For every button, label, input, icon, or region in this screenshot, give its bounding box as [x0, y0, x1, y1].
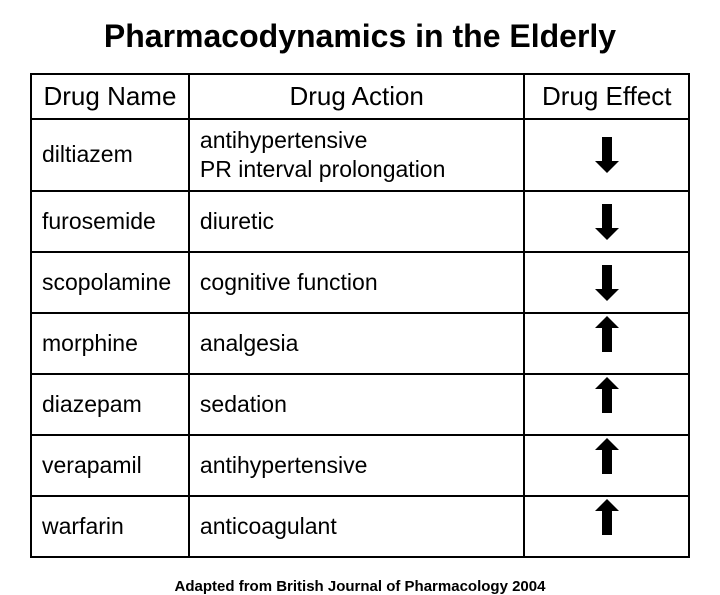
arrow-up-icon — [602, 387, 612, 413]
drug-action-cell: analgesia — [189, 313, 525, 374]
arrow-down-icon — [602, 265, 612, 291]
arrow-up-icon — [602, 326, 612, 352]
drug-action-cell: diuretic — [189, 191, 525, 252]
drug-effect-cell — [524, 119, 689, 191]
slide: Pharmacodynamics in the Elderly Drug Nam… — [0, 0, 720, 540]
drug-name-cell: verapamil — [31, 435, 189, 496]
table-row: verapamilantihypertensive — [31, 435, 689, 496]
drug-name-cell: furosemide — [31, 191, 189, 252]
drug-name-cell: diazepam — [31, 374, 189, 435]
drug-name-cell: warfarin — [31, 496, 189, 557]
table-body: diltiazemantihypertensivePR interval pro… — [31, 119, 689, 557]
citation: Adapted from British Journal of Pharmaco… — [30, 578, 690, 595]
page-title: Pharmacodynamics in the Elderly — [30, 18, 690, 55]
drug-action-cell: anticoagulant — [189, 496, 525, 557]
arrow-down-icon — [602, 204, 612, 230]
drug-effect-cell — [524, 252, 689, 313]
table-row: morphineanalgesia — [31, 313, 689, 374]
drug-name-cell: scopolamine — [31, 252, 189, 313]
arrow-down-icon — [602, 137, 612, 163]
drug-effect-cell — [524, 496, 689, 557]
drug-effect-cell — [524, 435, 689, 496]
drug-effect-cell — [524, 374, 689, 435]
table-row: diazepamsedation — [31, 374, 689, 435]
drug-action-cell: cognitive function — [189, 252, 525, 313]
col-header-name: Drug Name — [31, 74, 189, 119]
arrow-up-icon — [602, 448, 612, 474]
drug-name-cell: morphine — [31, 313, 189, 374]
arrow-up-icon — [602, 509, 612, 535]
col-header-action: Drug Action — [189, 74, 525, 119]
drug-effect-cell — [524, 313, 689, 374]
table-row: scopolaminecognitive function — [31, 252, 689, 313]
drug-name-cell: diltiazem — [31, 119, 189, 191]
drug-table: Drug Name Drug Action Drug Effect diltia… — [30, 73, 690, 558]
drug-action-cell: antihypertensive — [189, 435, 525, 496]
col-header-effect: Drug Effect — [524, 74, 689, 119]
table-header-row: Drug Name Drug Action Drug Effect — [31, 74, 689, 119]
table-row: warfarinanticoagulant — [31, 496, 689, 557]
table-row: diltiazemantihypertensivePR interval pro… — [31, 119, 689, 191]
table-row: furosemidediuretic — [31, 191, 689, 252]
drug-effect-cell — [524, 191, 689, 252]
drug-action-cell: antihypertensivePR interval prolongation — [189, 119, 525, 191]
drug-action-cell: sedation — [189, 374, 525, 435]
